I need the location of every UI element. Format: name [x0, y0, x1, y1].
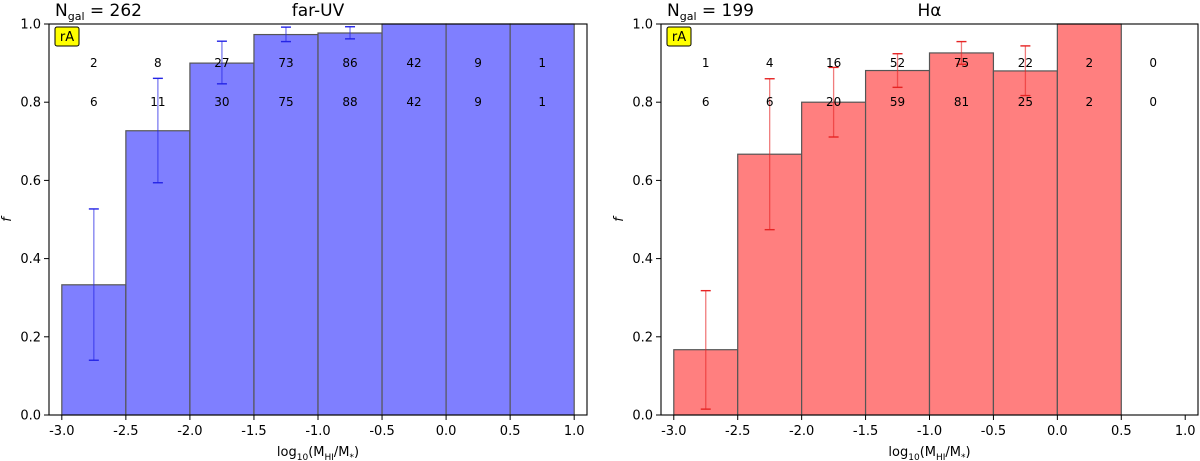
x-tick-label: -3.0 [49, 424, 74, 439]
x-tick-label: -2.0 [177, 424, 202, 439]
galaxy-count-title: Ngal = 199 [667, 1, 754, 23]
y-tick-label: 0.6 [632, 174, 653, 189]
count-label-top: 42 [406, 56, 421, 70]
y-axis-label: f [0, 215, 15, 222]
x-tick-label: -1.0 [917, 424, 942, 439]
error-bar-2 [216, 40, 227, 85]
count-label-top: 2 [1086, 56, 1094, 70]
x-tick-label: 0.0 [436, 424, 457, 439]
count-label-top: 9 [474, 56, 482, 70]
y-tick-label: 0.8 [20, 96, 41, 111]
y-tick-label: 0.8 [632, 96, 653, 111]
y-axis-label: f [612, 215, 627, 222]
bar-4 [317, 32, 383, 416]
y-tick-label: 0.4 [20, 252, 41, 267]
svg-text:rA: rA [672, 30, 686, 45]
x-tick-label: 0.0 [1047, 424, 1068, 439]
x-tick-label: -2.5 [725, 424, 750, 439]
sample-badge: rA [54, 26, 80, 47]
count-label-top: 16 [826, 56, 841, 70]
bar-2 [189, 62, 255, 416]
x-axis-label: log10(MHI/M*) [888, 445, 970, 461]
count-label-top: 4 [766, 56, 774, 70]
count-label-bottom: 6 [702, 95, 710, 109]
count-label-top: 75 [954, 56, 969, 70]
count-label-top: 1 [702, 56, 710, 70]
x-tick-label: 1.0 [564, 424, 585, 439]
bar-3 [864, 69, 931, 416]
y-tick-label: 0.6 [20, 174, 41, 189]
panel-far-uv: -3.0 -2.5 -2.0 -1.5 -1.0 -0.5 0.0 0.5 1.0 0.0 0.2 0… [0, 1, 588, 461]
x-tick-label: -0.5 [369, 424, 394, 439]
count-label-bottom: 30 [214, 95, 229, 109]
count-label-bottom: 1 [538, 95, 546, 109]
error-bar-4 [345, 26, 356, 40]
y-tick-label: 0.0 [20, 409, 41, 424]
count-label-top: 86 [342, 56, 357, 70]
count-label-bottom: 6 [766, 95, 774, 109]
error-bar-4 [956, 40, 967, 65]
svg-text:rA: rA [60, 30, 74, 45]
y-tick-label: 0.4 [632, 252, 653, 267]
error-bar-3 [280, 26, 291, 43]
count-label-top: 2 [90, 56, 98, 70]
panel-title: far-UV [292, 1, 345, 21]
bar-5 [381, 23, 447, 416]
count-label-bottom: 42 [406, 95, 421, 109]
y-tick-label: 1.0 [20, 18, 41, 33]
count-label-top: 1 [538, 56, 546, 70]
x-tick-label: -3.0 [661, 424, 686, 439]
bar-6 [445, 23, 511, 416]
error-bar-2 [828, 66, 839, 138]
x-axis-label: log10(MHI/M*) [277, 445, 359, 461]
x-tick-label: 0.5 [1111, 424, 1132, 439]
x-tick-label: -2.5 [113, 424, 138, 439]
count-label-top: 73 [278, 56, 293, 70]
bar-7 [509, 23, 575, 416]
count-label-bottom: 9 [474, 95, 482, 109]
count-label-bottom: 2 [1086, 95, 1094, 109]
error-bar-5 [1020, 45, 1031, 97]
count-label-bottom: 75 [278, 95, 293, 109]
count-label-bottom: 11 [150, 95, 165, 109]
sample-badge: rA [666, 26, 692, 47]
y-tick-label: 0.2 [632, 330, 653, 345]
x-tick-label: -0.5 [981, 424, 1006, 439]
error-bar-0 [700, 289, 711, 410]
count-label-bottom: 25 [1018, 95, 1033, 109]
count-label-bottom: 20 [826, 95, 841, 109]
error-bar-1 [152, 77, 163, 184]
x-tick-label: -1.5 [241, 424, 266, 439]
panel-h-alpha: -3.0 -2.5 -2.0 -1.5 -1.0 -0.5 0.0 0.5 1.0 0.0 0.2 0… [612, 1, 1199, 461]
bar-6 [1056, 23, 1122, 416]
y-tick-label: 0.0 [632, 409, 653, 424]
y-tick-label: 1.0 [632, 18, 653, 33]
count-label-bottom: 6 [90, 95, 98, 109]
count-label-top: 27 [214, 56, 229, 70]
y-tick-label: 0.2 [20, 330, 41, 345]
x-tick-label: 1.0 [1175, 424, 1196, 439]
count-label-top: 0 [1149, 56, 1157, 70]
count-label-top: 22 [1018, 56, 1033, 70]
bar-2 [801, 101, 867, 416]
galaxy-count-title: Ngal = 262 [55, 1, 142, 23]
x-tick-label: -2.0 [789, 424, 814, 439]
count-label-bottom: 59 [890, 95, 905, 109]
bar-4 [928, 52, 995, 416]
count-label-bottom: 88 [342, 95, 357, 109]
error-bar-3 [892, 53, 903, 89]
count-label-bottom: 81 [954, 95, 969, 109]
x-tick-label: -1.0 [305, 424, 330, 439]
count-label-top: 52 [890, 56, 905, 70]
error-bar-1 [764, 78, 775, 231]
error-bar-0 [88, 208, 99, 361]
panel-title: Hα [918, 1, 942, 21]
count-label-bottom: 0 [1149, 95, 1157, 109]
x-tick-label: -1.5 [853, 424, 878, 439]
x-tick-label: 0.5 [500, 424, 521, 439]
count-label-top: 8 [154, 56, 162, 70]
bar-5 [992, 70, 1058, 416]
bar-3 [253, 33, 319, 416]
